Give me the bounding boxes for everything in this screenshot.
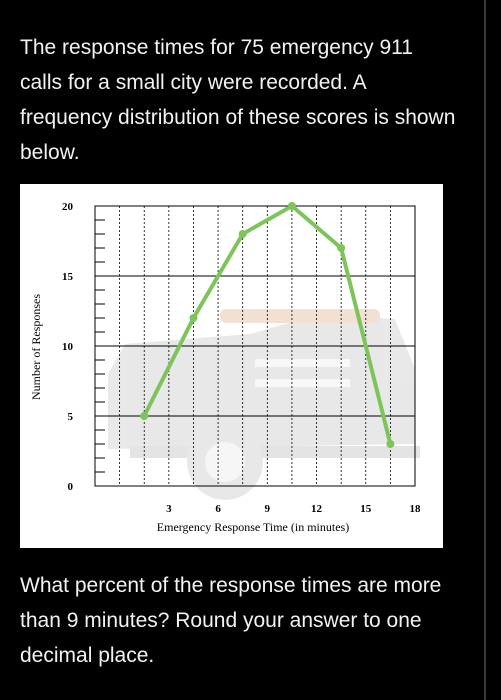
data-point xyxy=(239,230,247,238)
data-point xyxy=(288,202,296,210)
data-point xyxy=(337,244,345,252)
y-tick-label: 10 xyxy=(62,341,74,353)
data-point xyxy=(189,314,197,322)
question-intro: The response times for 75 emergency 911 … xyxy=(20,30,460,170)
x-tick-label: 3 xyxy=(166,503,172,515)
y-axis-label: Number of Responses xyxy=(29,294,43,400)
tick-marks xyxy=(95,206,105,486)
x-tick-label: 15 xyxy=(360,503,372,515)
x-tick-label: 6 xyxy=(215,503,221,515)
chart-card: 0 5 10 15 20 3 6 9 12 15 18 Emergency Response Tim… xyxy=(20,184,443,548)
y-tick-label: 20 xyxy=(62,201,74,213)
frame-edge xyxy=(484,0,486,700)
y-tick-label: 5 xyxy=(68,411,74,423)
question-prompt: What percent of the response times are m… xyxy=(20,568,460,673)
x-tick-label: 18 xyxy=(410,503,422,515)
y-tick-label: 15 xyxy=(62,271,74,283)
frequency-polygon-chart: 0 5 10 15 20 3 6 9 12 15 18 Emergency Response Tim… xyxy=(20,184,443,548)
data-point xyxy=(140,412,148,420)
x-tick-label: 12 xyxy=(311,503,323,515)
x-axis-label: Emergency Response Time (in minutes) xyxy=(157,520,349,534)
fire-truck-watermark xyxy=(108,309,420,500)
y-tick-label: 0 xyxy=(68,481,74,493)
x-tick-label: 9 xyxy=(265,503,271,515)
data-point xyxy=(386,440,394,448)
